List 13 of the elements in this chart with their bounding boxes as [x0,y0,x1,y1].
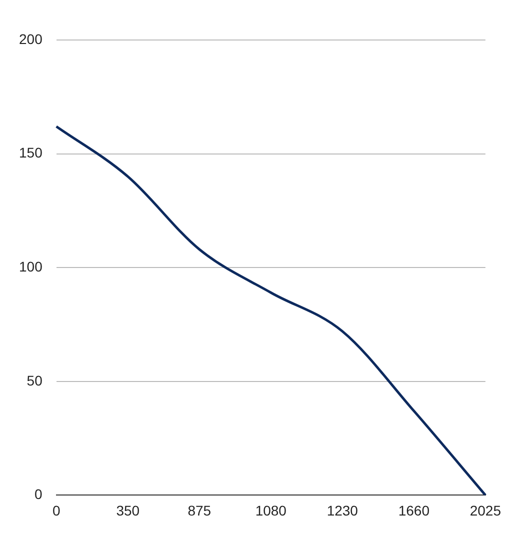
x-tick-label: 1660 [398,502,430,518]
x-tick-label: 0 [52,502,60,518]
y-tick-label: 50 [26,372,43,388]
x-tick-label: 1230 [326,502,358,518]
x-tick-label: 1080 [255,502,287,518]
y-tick-label: 0 [34,486,43,502]
x-tick-label: 350 [116,502,140,518]
x-tick-label: 875 [188,502,212,518]
x-tick-label: 2025 [470,502,502,518]
y-tick-label: 100 [19,258,43,274]
y-tick-label: 200 [19,30,43,47]
line-series [55,125,487,496]
y-tick-label: 150 [19,144,43,161]
